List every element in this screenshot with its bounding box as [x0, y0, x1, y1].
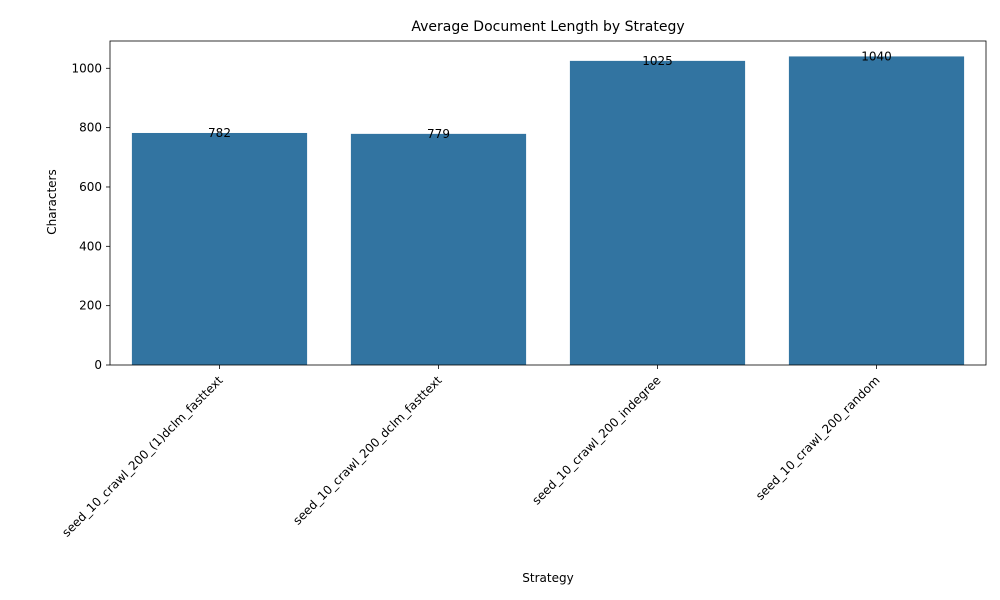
- x-tick-label: seed_10_crawl_200_(1)dclm_fasttext: [59, 373, 226, 540]
- y-tick-label: 800: [79, 121, 102, 135]
- data-label: 1040: [861, 49, 892, 63]
- bar: [569, 60, 746, 365]
- y-tick-label: 0: [94, 358, 102, 372]
- y-axis-label: Characters: [45, 169, 59, 235]
- data-label: 782: [208, 126, 231, 140]
- bar: [788, 56, 965, 366]
- y-tick-label: 1000: [71, 61, 102, 75]
- chart-title: Average Document Length by Strategy: [411, 19, 684, 35]
- y-tick-label: 400: [79, 239, 102, 253]
- x-tick-label: seed_10_crawl_200_dclm_fasttext: [290, 373, 445, 528]
- bar: [350, 133, 527, 365]
- x-tick-label: seed_10_crawl_200_indegree: [529, 373, 663, 507]
- y-tick-label: 200: [79, 299, 102, 313]
- data-label: 1025: [642, 54, 673, 68]
- axes-frame: [109, 40, 987, 366]
- y-tick-label: 600: [79, 180, 102, 194]
- bar: [131, 132, 308, 365]
- x-tick-label: seed_10_crawl_200_random: [753, 373, 883, 503]
- plot-area: 0 200 400 600 800 1000 seed_10_crawl_200_(1)dc…: [59, 40, 987, 540]
- x-axis-label: Strategy: [522, 571, 573, 585]
- data-label: 779: [427, 127, 450, 141]
